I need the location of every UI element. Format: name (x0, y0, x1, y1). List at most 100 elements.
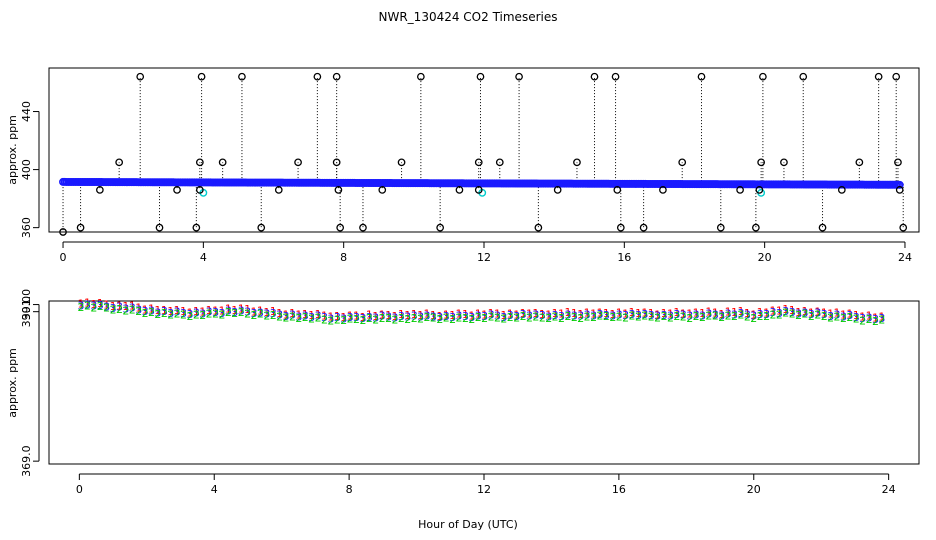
series-1-point: 1 (802, 305, 809, 318)
series-3-point: 3 (686, 310, 693, 323)
series-1-point: 1 (590, 308, 597, 321)
series-1-point: 1 (359, 311, 366, 324)
bottom-plot-frame (48, 300, 920, 465)
series-3-point: 3 (103, 300, 110, 313)
series-3-point: 3 (436, 311, 443, 324)
series-2-point: 2 (872, 315, 879, 328)
series-2-point: 2 (385, 312, 392, 325)
series-2-point: 2 (814, 309, 821, 322)
series-1-point: 1 (129, 300, 136, 313)
series-1-point: 1 (757, 306, 764, 319)
series-3-point: 3 (821, 308, 828, 321)
series-2-point: 2 (866, 313, 873, 326)
series-2-point: 2 (654, 312, 661, 325)
series-1-point: 1 (635, 307, 642, 320)
series-2-point: 2 (135, 305, 142, 318)
series-2-point: 2 (718, 311, 725, 324)
flag-point (892, 72, 901, 81)
chart-title: NWR_130424 CO2 Timeseries (379, 10, 558, 24)
flag-point (195, 158, 204, 167)
series-2-point: 2 (122, 304, 129, 317)
series-3-point: 3 (321, 311, 328, 324)
series-1-point: 1 (731, 306, 738, 319)
series-1-point: 1 (417, 309, 424, 322)
series-2-point: 2 (186, 310, 193, 323)
series-2-point: 2 (494, 311, 501, 324)
series-2-point: 2 (757, 310, 764, 323)
flag-point (474, 186, 483, 194)
series-3-point: 3 (481, 310, 488, 323)
series-1-point: 1 (295, 309, 302, 322)
series-3-point: 3 (648, 309, 655, 322)
flag-point (173, 186, 181, 194)
series-2-point: 2 (488, 311, 495, 324)
series-1-point: 1 (827, 308, 834, 321)
series-2-point: 2 (776, 309, 783, 322)
series-1-point: 1 (577, 308, 584, 321)
series-1-point: 1 (84, 296, 91, 309)
series-3-point: 3 (641, 308, 648, 321)
series-1-point: 1 (609, 308, 616, 321)
series-2-point: 2 (308, 312, 315, 325)
series-1-point: 1 (340, 311, 347, 324)
series-1-point: 1 (821, 306, 828, 319)
series-3-point: 3 (577, 310, 584, 323)
series-2-point: 2 (795, 309, 802, 322)
series-3-point: 3 (725, 308, 732, 321)
series-3-point: 3 (270, 307, 277, 320)
series-3-point: 3 (263, 308, 270, 321)
series-3-point: 3 (295, 310, 302, 323)
series-3-point: 3 (558, 310, 565, 323)
flag-point (397, 158, 406, 167)
flag-point (678, 158, 687, 167)
series-1-point: 1 (308, 309, 315, 322)
series-3-point: 3 (366, 311, 373, 324)
series-1-point: 1 (276, 307, 283, 320)
series-1-point: 1 (853, 309, 860, 322)
flag-point (257, 223, 266, 232)
series-3-point: 3 (353, 311, 360, 324)
series-3-point: 3 (616, 308, 623, 321)
series-1-point: 1 (353, 309, 360, 322)
flag-point (197, 72, 206, 81)
flag-point (336, 223, 345, 232)
flag-point (195, 186, 204, 194)
series-3-point: 3 (167, 307, 174, 320)
top-panel: 0 4 8 12 16 20 24 360 400 440 approx. ppm (6, 67, 920, 264)
series-2-point: 2 (859, 314, 866, 327)
series-1-point: 1 (289, 307, 296, 320)
series-2-point: 2 (347, 312, 354, 325)
series-1-point: 1 (315, 308, 322, 321)
flag-point (332, 158, 341, 167)
series-3-point: 3 (590, 310, 597, 323)
series-3-point: 3 (199, 307, 206, 320)
series-2-point: 2 (834, 311, 841, 324)
series-2-point: 2 (507, 311, 514, 324)
series-1-point: 1 (142, 304, 149, 317)
bottom-y-tick-label: 369.0 (20, 445, 33, 477)
series-2-point: 2 (609, 311, 616, 324)
series-1-point: 1 (436, 310, 443, 323)
flag-point (378, 186, 387, 194)
series-1-point: 1 (597, 306, 604, 319)
series-2-point: 2 (661, 310, 668, 323)
series-3-point: 3 (872, 313, 879, 326)
series-1-point: 1 (481, 308, 488, 321)
series-1-point: 1 (468, 309, 475, 322)
series-1-point: 1 (667, 308, 674, 321)
top-x-tick-label: 4 (200, 251, 207, 264)
series-1-point: 1 (744, 307, 751, 320)
series-2-point: 2 (737, 308, 744, 321)
series-2-point: 2 (244, 307, 251, 320)
series-1-point: 1 (180, 305, 187, 318)
top-x-tick-label: 16 (617, 251, 631, 264)
series-2-point: 2 (456, 312, 463, 325)
flag-point (334, 186, 343, 194)
series-2-point: 2 (532, 310, 539, 323)
series-2-point: 2 (725, 310, 732, 323)
series-3-point: 3 (218, 307, 225, 320)
series-1-point: 1 (174, 304, 181, 317)
series-3-point: 3 (827, 310, 834, 323)
series-1-point: 1 (443, 308, 450, 321)
series-2-point: 2 (769, 308, 776, 321)
